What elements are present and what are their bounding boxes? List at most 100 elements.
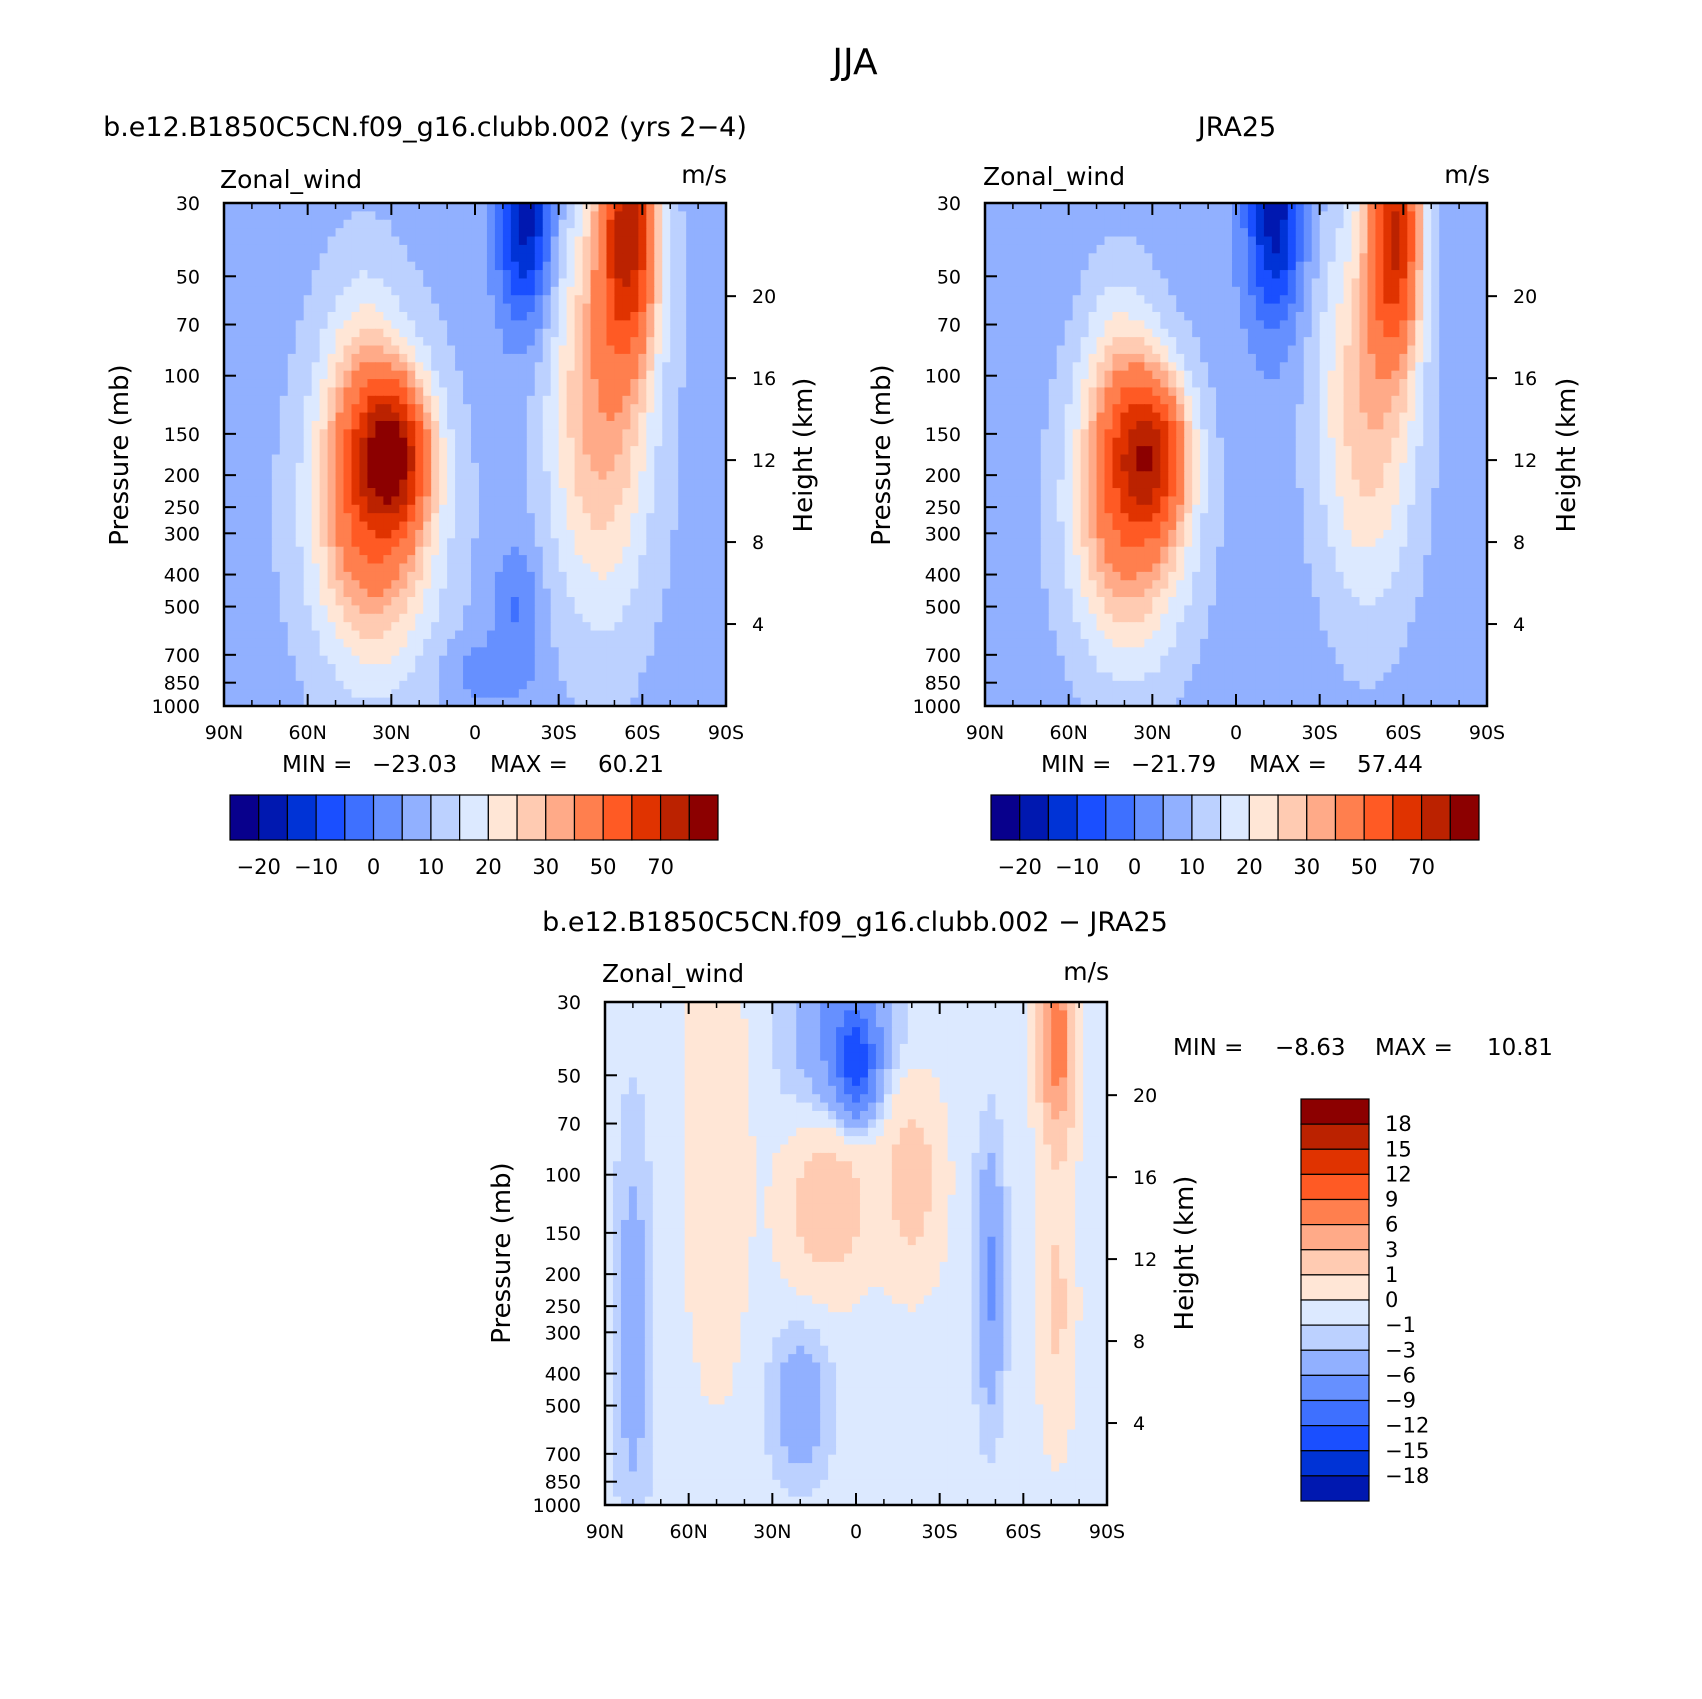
panel-model-field-cell [439, 538, 448, 548]
panel-model-field-cell [502, 320, 512, 330]
panel-model-field-cell [383, 379, 392, 389]
panel-model-field-cell [678, 203, 687, 212]
panel-model-field-cell [590, 697, 600, 707]
panel-model-field-cell [550, 521, 560, 531]
panel-model-field-cell [303, 261, 313, 271]
panel-obs-field-cell [1423, 236, 1432, 246]
panel-model-field-cell [287, 211, 297, 221]
panel-model-field-cell [343, 236, 353, 246]
panel-model-field-cell [439, 588, 448, 598]
panel-model-field-cell [494, 311, 504, 321]
panel-model-field-cell [399, 253, 408, 263]
panel-obs-field-cell [1463, 303, 1472, 313]
panel-model-field-cell [447, 278, 456, 288]
panel-obs-field-cell [1239, 328, 1249, 338]
panel-model-field-cell [598, 328, 608, 338]
panel-obs-field-cell [1383, 286, 1392, 296]
panel-model-field-cell [439, 479, 448, 489]
panel-obs-field-cell [1120, 303, 1130, 313]
panel-obs-field-cell [1303, 219, 1313, 229]
panel-model-field-cell [247, 655, 257, 665]
panel-model-field-cell [239, 320, 249, 330]
panel-model-field-cell [455, 488, 464, 498]
panel-model-field-cell [646, 613, 655, 623]
panel-obs-field-cell [1064, 311, 1074, 321]
panel-model-field-cell [662, 680, 671, 690]
panel-obs-field-cell [1032, 278, 1042, 288]
panel-model-field-cell [678, 597, 687, 606]
panel-model-field-cell [431, 638, 440, 648]
panel-model-field-cell [239, 311, 249, 321]
panel-model-field-cell [478, 395, 488, 405]
panel-model-field-cell [327, 588, 337, 598]
panel-model-field-cell [447, 680, 456, 690]
panel-obs-field-cell [1128, 228, 1137, 238]
panel-obs-field-cell [1144, 345, 1153, 355]
panel-model-field-cell [502, 337, 512, 347]
panel-model-field-cell [526, 513, 536, 523]
panel-model-field-cell [550, 345, 560, 355]
panel-model-colorbar-label: 70 [647, 855, 674, 879]
panel-model-field-cell [319, 278, 329, 288]
panel-model-field-cell [439, 563, 448, 573]
panel-obs-field-cell [1391, 236, 1400, 246]
panel-model-field-cell [271, 303, 281, 313]
panel-model-field-cell [606, 337, 616, 347]
panel-obs-field-cell [1032, 261, 1042, 271]
panel-obs-field-cell [1415, 328, 1424, 338]
panel-model-field-cell [367, 697, 376, 707]
panel-model-field-cell [606, 286, 616, 296]
panel-model-field-cell [359, 437, 369, 447]
panel-model-field-cell [415, 672, 424, 682]
panel-obs-title: JRA25 [1196, 112, 1276, 143]
panel-model-field-cell [702, 353, 711, 363]
panel-model-field-cell [311, 446, 321, 456]
panel-model-field-cell [590, 588, 600, 598]
panel-model-field-cell [646, 362, 655, 372]
panel-model-field-cell [494, 546, 504, 556]
panel-obs-field-cell [1391, 211, 1400, 221]
panel-model-field-cell [654, 337, 663, 347]
panel-obs-field-cell [1008, 295, 1018, 305]
panel-model-field-cell [494, 337, 504, 347]
panel-model-field-cell [654, 228, 663, 238]
panel-model-field-cell [694, 689, 703, 699]
panel-model-field-cell [558, 680, 568, 690]
panel-model-field-cell [614, 370, 624, 380]
panel-model-field-cell [670, 462, 679, 472]
panel-obs-field-cell [1144, 219, 1153, 229]
panel-model-field-cell [686, 379, 695, 389]
panel-model-field-cell [463, 555, 472, 565]
panel-model-field-cell [311, 580, 321, 590]
panel-model-field-cell [518, 379, 528, 389]
panel-model-field-cell [670, 496, 679, 506]
panel-model-field-cell [678, 429, 687, 439]
panel-model-field-cell [319, 580, 329, 590]
panel-model-field-cell [654, 412, 663, 422]
panel-model-field-cell [287, 580, 297, 590]
panel-model-field-cell [263, 211, 273, 221]
panel-model-field-cell [343, 437, 353, 447]
panel-model-field-cell [646, 303, 655, 313]
panel-model-field-cell [359, 479, 369, 489]
panel-model-field-cell [423, 370, 432, 380]
panel-model-field-cell [439, 521, 448, 531]
panel-model-field-cell [614, 605, 624, 615]
panel-model-field-cell [534, 488, 544, 498]
panel-model-field-cell [518, 270, 528, 280]
panel-model-field-cell [654, 672, 663, 682]
panel-model-field-cell [343, 563, 353, 573]
panel-model-field-cell [694, 588, 703, 598]
panel-model-field-cell [718, 680, 727, 690]
panel-model-field-cell [678, 672, 687, 682]
panel-model-field-cell [463, 295, 472, 305]
panel-model-field-cell [279, 278, 289, 288]
panel-model-field-cell [654, 580, 663, 590]
panel-model-field-cell [343, 454, 353, 464]
panel-obs-field-cell [1247, 203, 1257, 212]
panel-model-field-cell [431, 655, 440, 665]
panel-model-field-cell [670, 395, 679, 405]
panel-model-field-cell [263, 345, 273, 355]
panel-model-field-cell [415, 588, 424, 598]
panel-model-field-cell [566, 345, 576, 355]
